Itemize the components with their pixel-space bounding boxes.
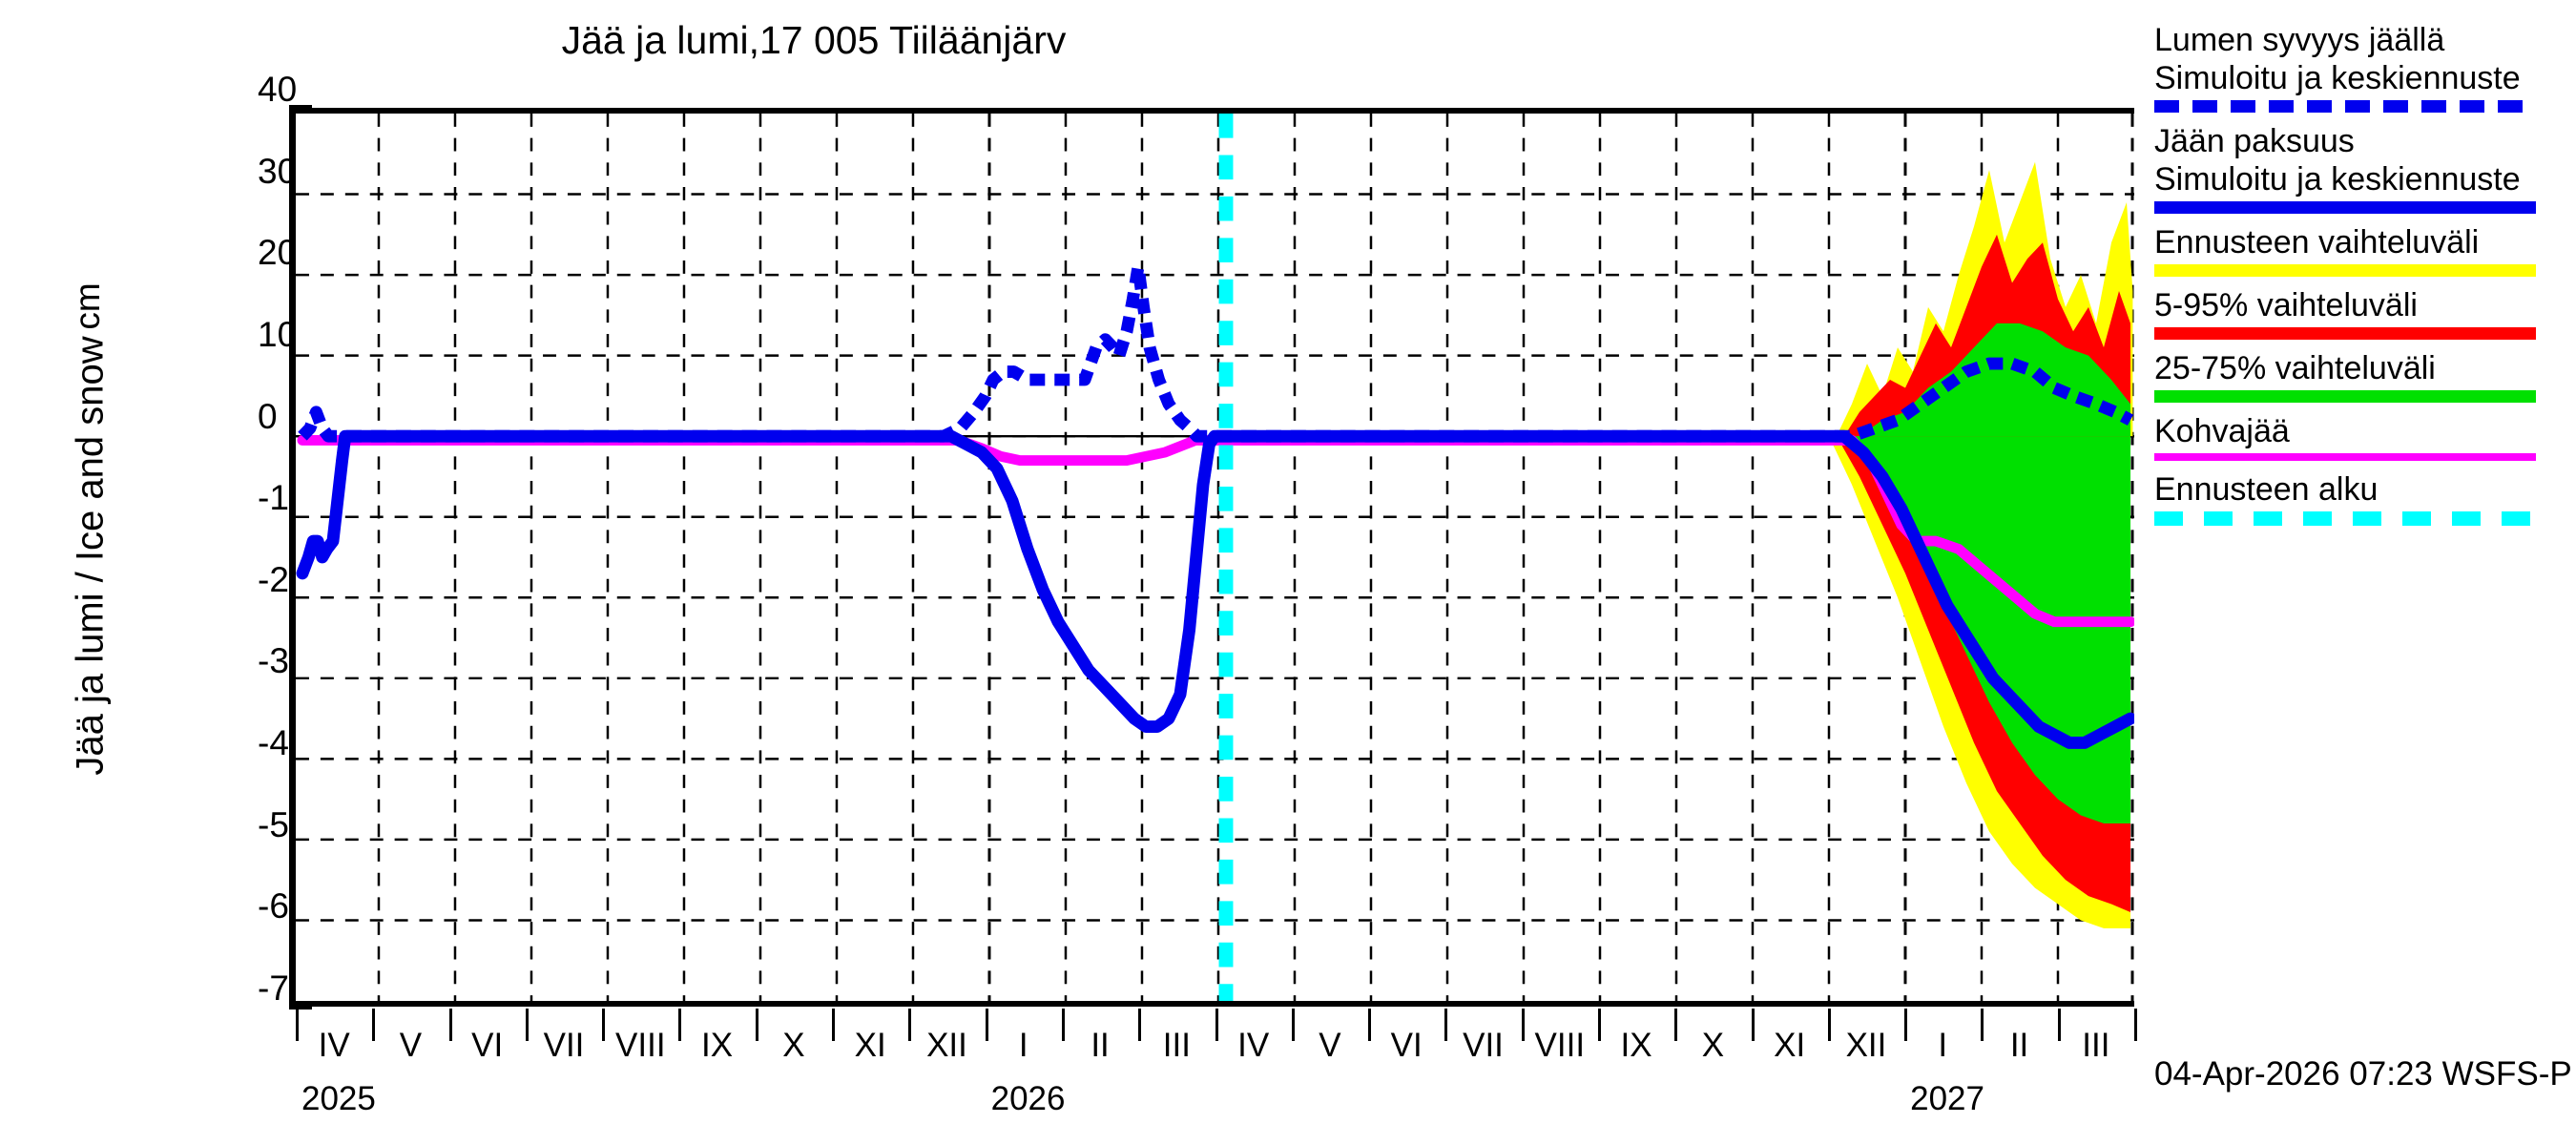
x-tick-separator (1061, 1009, 1065, 1041)
x-tick-separator (1597, 1009, 1601, 1041)
x-month-label-4: VIII (615, 1027, 666, 1064)
x-tick-separator (1904, 1009, 1908, 1041)
x-month-label-6: X (782, 1027, 805, 1064)
legend-label: Lumen syvyys jäällä (2154, 22, 2445, 58)
x-month-label-3: VII (543, 1027, 585, 1064)
x-month-label-13: V (1319, 1027, 1341, 1064)
legend-entry-5: Kohvajää (2154, 412, 2565, 461)
plot-area[interactable] (289, 108, 2134, 1007)
legend-sublabel: Simuloitu ja keskiennuste (2154, 60, 2521, 96)
x-month-label-7: XI (854, 1027, 886, 1064)
legend-entry-4: 25-75% vaihteluväli (2154, 349, 2565, 403)
legend-label: Jään paksuus (2154, 123, 2355, 159)
x-axis: IV V VI VII VIII IX X XI XII I II III IV V VI VII VIII IX… (289, 1007, 2137, 1131)
x-month-label-23: III (2082, 1027, 2110, 1064)
x-month-label-18: X (1701, 1027, 1725, 1064)
y-tick-mark (289, 1004, 312, 1010)
legend-entry-2: Ennusteen vaihteluväli (2154, 223, 2565, 277)
legend-entry-1: Jään paksuus Simuloitu ja keskiennuste (2154, 122, 2565, 214)
legend-swatch-magenta (2154, 453, 2536, 461)
legend: Lumen syvyys jäällä Simuloitu ja keskienn… (2154, 21, 2565, 535)
x-tick-separator (755, 1009, 758, 1041)
legend-label: Ennusteen vaihteluväli (2154, 224, 2480, 260)
x-month-label-0: IV (318, 1027, 350, 1064)
x-month-label-10: II (1091, 1027, 1110, 1064)
legend-label: 25-75% vaihteluväli (2154, 350, 2436, 386)
legend-swatch-dashed-blue (2154, 100, 2536, 113)
x-month-label-14: VI (1390, 1027, 1423, 1064)
legend-label: Ennusteen alku (2154, 471, 2379, 508)
x-tick-separator (1674, 1009, 1678, 1041)
timestamp-stamp: 04-Apr-2026 07:23 WSFS-P (2154, 1055, 2572, 1093)
legend-swatch-dashed-cyan (2154, 511, 2536, 526)
x-month-label-12: IV (1237, 1027, 1270, 1064)
x-tick-separator (1138, 1009, 1142, 1041)
x-tick-separator (372, 1009, 376, 1041)
x-tick-separator (832, 1009, 836, 1041)
x-year-label: 2027 (1910, 1080, 1984, 1117)
x-tick-separator (1368, 1009, 1372, 1041)
x-month-label-20: XII (1845, 1027, 1887, 1064)
x-tick-separator (296, 1009, 299, 1041)
x-month-label-17: IX (1620, 1027, 1652, 1064)
page-title: Jää ja lumi,17 005 Tiiläänjärv (561, 18, 1067, 62)
legend-swatch-green (2154, 390, 2536, 403)
x-month-label-16: VIII (1534, 1027, 1586, 1064)
x-year-label: 2026 (990, 1080, 1066, 1117)
x-tick-separator (448, 1009, 452, 1041)
x-month-label-21: I (1938, 1027, 1948, 1064)
data-series-layer (296, 114, 2134, 1001)
x-month-label-15: VII (1463, 1027, 1504, 1064)
x-month-label-22: II (2009, 1027, 2029, 1064)
x-month-label-9: I (1018, 1027, 1028, 1064)
x-tick-separator (1444, 1009, 1448, 1041)
legend-swatch-red (2154, 327, 2536, 340)
legend-entry-0: Lumen syvyys jäällä Simuloitu ja keskienn… (2154, 21, 2565, 113)
y-axis-tick-labels: 40 30 20 10 0 -10 -20 -30 -40 -50 -60 -70 (258, 70, 309, 1008)
x-tick-separator (985, 1009, 988, 1041)
x-year-label: 2025 (301, 1080, 376, 1117)
x-month-label-5: IX (701, 1027, 734, 1064)
x-month-label-8: XII (926, 1027, 967, 1064)
x-tick-separator (1751, 1009, 1755, 1041)
x-tick-separator (2134, 1009, 2137, 1041)
legend-swatch-yellow (2154, 264, 2536, 277)
x-tick-separator (2057, 1009, 2061, 1041)
x-tick-separator (678, 1009, 682, 1041)
x-tick-separator (1521, 1009, 1525, 1041)
x-month-label-1: V (399, 1027, 423, 1064)
x-tick-separator (908, 1009, 912, 1041)
x-month-label-2: VI (471, 1027, 504, 1064)
x-tick-separator (525, 1009, 529, 1041)
x-tick-separator (1215, 1009, 1218, 1041)
legend-entry-6: Ennusteen alku (2154, 470, 2565, 526)
legend-label: 5-95% vaihteluväli (2154, 287, 2418, 323)
legend-entry-3: 5-95% vaihteluväli (2154, 286, 2565, 340)
x-tick-separator (1827, 1009, 1831, 1041)
legend-swatch-solid-blue (2154, 201, 2536, 214)
x-tick-separator (1981, 1009, 1984, 1041)
x-tick-separator (602, 1009, 606, 1041)
x-month-label-19: XI (1774, 1027, 1806, 1064)
x-month-label-11: III (1162, 1027, 1191, 1064)
x-tick-separator (1291, 1009, 1295, 1041)
legend-sublabel: Simuloitu ja keskiennuste (2154, 161, 2521, 198)
legend-label: Kohvajää (2154, 413, 2290, 449)
